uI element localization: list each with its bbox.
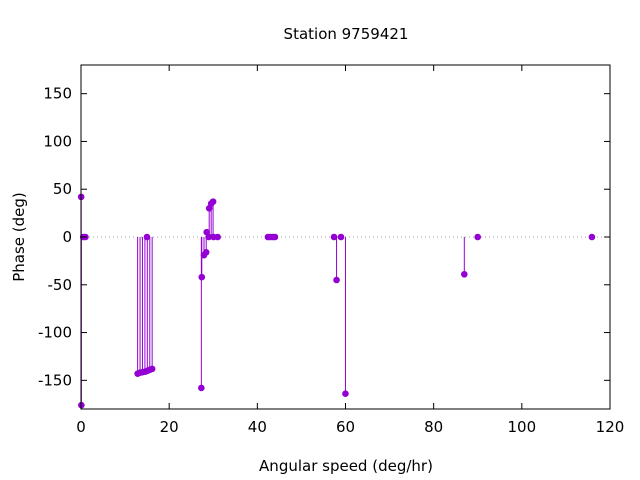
y-axis-label: Phase (deg) — [10, 192, 28, 282]
data-point — [330, 233, 338, 241]
plot-area — [77, 64, 611, 410]
chart-title: Station 9759421 — [284, 25, 409, 43]
y-tick-label: 50 — [53, 180, 72, 198]
data-point — [474, 233, 482, 241]
x-tick-label: 20 — [160, 418, 179, 436]
y-tick-label: 150 — [43, 85, 72, 103]
y-axis-ticks: -150 -100 -50 0 50 100 150 — [38, 85, 610, 389]
x-tick-label: 0 — [76, 418, 86, 436]
y-tick-label: -150 — [38, 371, 72, 389]
data-point — [202, 248, 210, 256]
y-tick-label: 0 — [62, 228, 72, 246]
data-point — [271, 233, 279, 241]
y-tick-label: -50 — [48, 276, 73, 294]
x-tick-label: 120 — [596, 418, 625, 436]
data-point — [588, 233, 596, 241]
data-point — [342, 390, 349, 398]
data-point — [148, 365, 156, 373]
x-axis-ticks: 0 20 40 60 80 100 120 — [76, 65, 624, 436]
x-tick-label: 60 — [336, 418, 355, 436]
x-tick-label: 40 — [248, 418, 267, 436]
x-tick-label: 100 — [508, 418, 537, 436]
x-axis-label: Angular speed (deg/hr) — [259, 457, 433, 475]
data-point — [209, 198, 217, 205]
y-tick-label: -100 — [38, 324, 72, 342]
data-point — [214, 233, 221, 241]
data-point — [198, 273, 206, 281]
data-point — [198, 384, 205, 392]
data-point — [333, 276, 340, 284]
data-point — [337, 233, 345, 241]
data-point — [461, 270, 468, 278]
y-tick-label: 100 — [43, 132, 72, 150]
x-tick-label: 80 — [424, 418, 443, 436]
